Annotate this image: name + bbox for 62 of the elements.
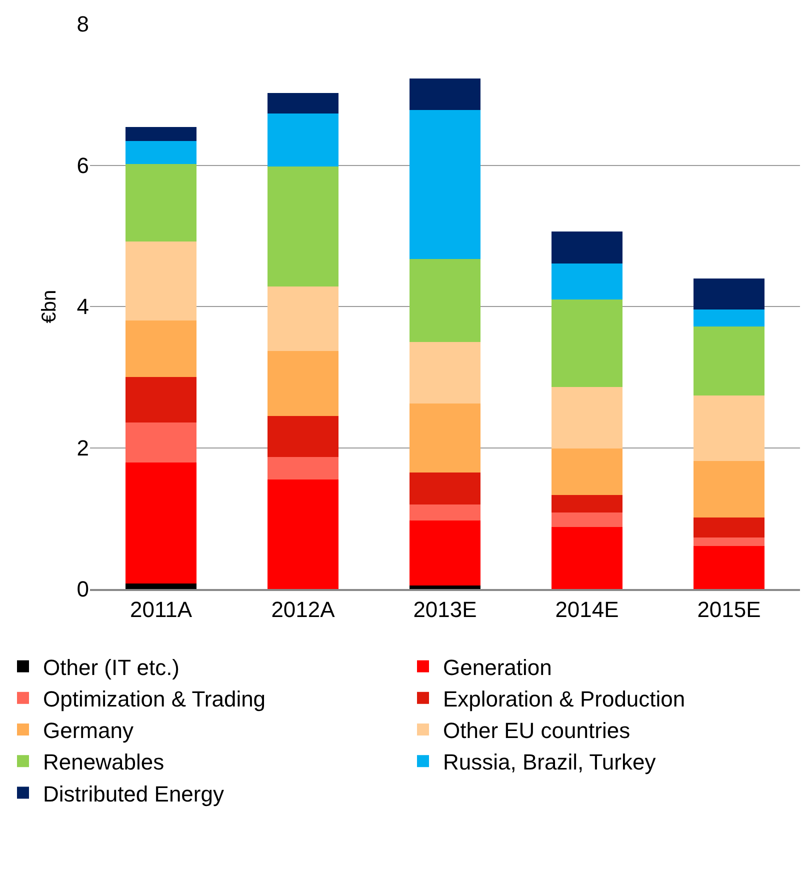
legend-label: Generation	[443, 654, 552, 680]
legend-label: Distributed Energy	[43, 781, 224, 806]
bar	[552, 232, 622, 264]
y-tick-label: 2	[76, 435, 89, 460]
y-tick-label: 6	[76, 152, 89, 178]
bar	[126, 462, 196, 584]
legend-label: Renewables	[43, 750, 164, 775]
bar	[126, 583, 196, 589]
legend-label: Russia, Brazil, Turkey	[443, 750, 656, 775]
bar	[126, 422, 196, 463]
y-axis-title: €bn	[38, 290, 60, 324]
legend-label: Germany	[43, 718, 134, 744]
x-tick-label: 2012A	[271, 597, 336, 622]
legend-label: Other (IT etc.)	[43, 654, 180, 680]
x-tick-label: 2013E	[413, 597, 477, 622]
bar	[410, 342, 480, 404]
bar	[410, 504, 480, 520]
bar	[126, 377, 196, 422]
bar	[410, 520, 480, 586]
bar	[694, 518, 764, 538]
bar	[552, 495, 622, 513]
bar	[410, 259, 480, 342]
bar	[552, 448, 622, 496]
x-tick-label: 2014E	[555, 597, 619, 622]
bar	[410, 110, 480, 260]
bar	[410, 472, 480, 504]
bar	[268, 480, 338, 589]
legend-label: Optimization & Trading	[43, 686, 266, 712]
bar	[268, 166, 338, 287]
y-tick-label: 0	[76, 576, 89, 602]
bar	[126, 164, 196, 242]
bar	[694, 278, 764, 310]
bar	[268, 114, 338, 167]
bar	[552, 512, 622, 527]
bar	[552, 526, 622, 589]
bar	[694, 461, 764, 518]
bar	[126, 320, 196, 378]
bar	[694, 546, 764, 589]
bar	[410, 78, 480, 110]
bar	[694, 309, 764, 326]
bar	[268, 416, 338, 457]
bar	[410, 403, 480, 472]
bar	[552, 299, 622, 388]
bar	[694, 326, 764, 396]
bar	[126, 242, 196, 321]
x-tick-label: 2015E	[697, 597, 761, 622]
bar	[694, 537, 764, 546]
legend-label: Exploration & Production	[443, 686, 686, 712]
bar	[268, 456, 338, 480]
bar	[552, 387, 622, 448]
bar	[410, 585, 480, 589]
x-tick-label: 2011A	[130, 597, 192, 622]
bar	[268, 286, 338, 351]
y-tick-label: 4	[76, 294, 89, 320]
legend-label: Other EU countries	[443, 718, 630, 744]
bar	[126, 127, 196, 142]
bar	[694, 395, 764, 462]
bar	[126, 141, 196, 164]
bar	[268, 93, 338, 114]
bar	[268, 350, 338, 416]
y-tick-label: 8	[76, 12, 89, 37]
bar	[552, 263, 622, 300]
